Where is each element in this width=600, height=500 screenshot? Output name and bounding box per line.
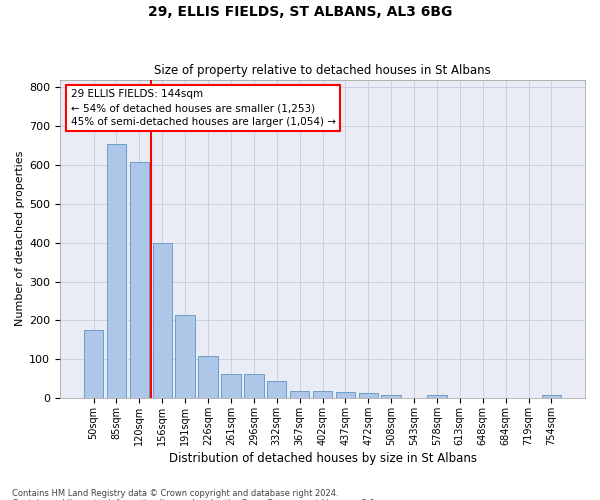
Title: Size of property relative to detached houses in St Albans: Size of property relative to detached ho… [154, 64, 491, 77]
Bar [175, 314, 195, 398]
Y-axis label: Number of detached properties: Number of detached properties [15, 151, 25, 326]
Bar [290, 392, 310, 398]
Bar [427, 395, 446, 398]
Bar [130, 162, 149, 398]
Text: Contains HM Land Registry data © Crown copyright and database right 2024.: Contains HM Land Registry data © Crown c… [12, 488, 338, 498]
Text: Contains public sector information licensed under the Open Government Licence v3: Contains public sector information licen… [12, 498, 377, 500]
X-axis label: Distribution of detached houses by size in St Albans: Distribution of detached houses by size … [169, 452, 476, 465]
Text: 29 ELLIS FIELDS: 144sqm
← 54% of detached houses are smaller (1,253)
45% of semi: 29 ELLIS FIELDS: 144sqm ← 54% of detache… [71, 89, 335, 127]
Bar [313, 392, 332, 398]
Bar [221, 374, 241, 398]
Bar [359, 393, 378, 398]
Bar [335, 392, 355, 398]
Bar [244, 374, 263, 398]
Bar [84, 330, 103, 398]
Bar [267, 382, 286, 398]
Bar [199, 356, 218, 398]
Text: 29, ELLIS FIELDS, ST ALBANS, AL3 6BG: 29, ELLIS FIELDS, ST ALBANS, AL3 6BG [148, 5, 452, 19]
Bar [382, 396, 401, 398]
Bar [107, 144, 126, 398]
Bar [542, 396, 561, 398]
Bar [152, 242, 172, 398]
